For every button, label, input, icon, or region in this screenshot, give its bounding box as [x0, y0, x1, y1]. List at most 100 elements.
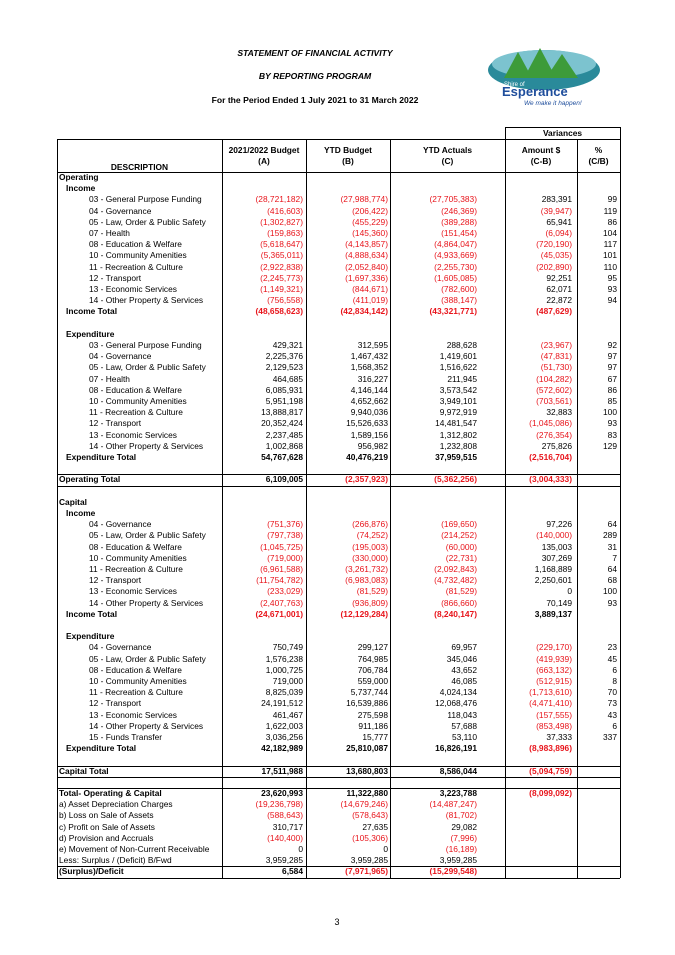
cell-value: 750,749 [272, 642, 303, 653]
cell-value: 4,024,134 [439, 687, 477, 698]
table-row: Operating [57, 172, 620, 183]
table-row: Total- Operating & Capital 23,620,993 11,3… [57, 788, 620, 799]
table-row: 08 - Education & Welfare (5,618,647) (4,14… [57, 239, 620, 250]
rule [57, 788, 620, 789]
cell-value: (2,407,763) [260, 597, 303, 608]
cell-value: (388,147) [441, 295, 477, 306]
row-label: 12 - Transport [89, 418, 142, 429]
row-label: 14 - Other Property & Services [89, 440, 204, 451]
rule [306, 139, 307, 878]
cell-value: 706,784 [357, 664, 388, 675]
cell-value: 85 [607, 396, 617, 406]
row-label: 12 - Transport [89, 575, 142, 586]
cell-value: (195,003) [352, 541, 388, 552]
cell-value: 23 [607, 642, 617, 653]
cell-value: (81,529) [356, 586, 388, 597]
cell-value: 53,110 [452, 732, 477, 742]
row-label: 04 - Governance [89, 205, 152, 216]
row-label: Income [66, 183, 96, 194]
cell-value: 288,628 [446, 340, 477, 350]
cell-value: 43 [607, 709, 617, 720]
row-label: 07 - Health [89, 228, 130, 238]
cell-value: 4,146,144 [350, 384, 388, 395]
cell-value: (4,471,410) [529, 698, 572, 709]
cell-value: (47,831) [540, 351, 572, 362]
cell-value: (4,933,669) [434, 250, 477, 261]
row-label: e) Movement of Non-Current Receivable [59, 844, 210, 854]
row-label: 07 - Health [89, 373, 130, 384]
table-row: Less: Surplus / (Deficit) B/Fwd 3,959,285… [57, 855, 620, 866]
table-row: 14 - Other Property & Services (756,558) (… [57, 295, 620, 306]
cell-value: 117 [603, 239, 617, 250]
cell-value: 29,082 [451, 821, 477, 832]
cell-value: 2,225,376 [265, 351, 303, 362]
cell-value: (214,252) [441, 530, 477, 541]
cell-value: 17,511,988 [261, 765, 303, 776]
cell-value: 1,516,622 [439, 362, 477, 373]
cell-value: (7,971,965) [345, 866, 388, 877]
cell-value: (512,915) [536, 676, 572, 686]
table-row: Expenditure Total 42,182,989 25,810,087 16,… [57, 743, 620, 754]
cell-value: 289 [603, 530, 617, 541]
table-row: 07 - Health 464,685 316,227 211,945 (104,282… [57, 374, 620, 385]
logo-caption: Shire of [504, 82, 525, 88]
cell-value: (330,000) [352, 552, 388, 563]
cell-value: 6,584 [282, 866, 303, 877]
rule [57, 765, 620, 767]
rule [577, 139, 578, 878]
table-row: Income Total (24,671,001) (12,129,284) (8,2… [57, 609, 620, 620]
row-label: 11 - Recreation & Culture [89, 407, 183, 418]
row-label: Capital Total [59, 765, 109, 776]
cell-value: (572,602) [536, 384, 572, 395]
cell-value: (51,730) [540, 362, 572, 373]
cell-value: (11,754,782) [256, 575, 303, 586]
cell-value: 37,333 [546, 732, 572, 742]
table-row: Expenditure Total 54,767,628 40,476,219 37,… [57, 452, 620, 463]
cell-value: (27,988,774) [340, 194, 389, 205]
table-row: 11 - Recreation & Culture (2,922,838) (2,0… [57, 262, 620, 273]
cell-value: (2,255,730) [434, 261, 477, 272]
cell-value: (151,454) [441, 228, 477, 238]
table-row: 04 - Governance (416,603) (206,422) (246,36… [57, 206, 620, 217]
cell-value: (1,149,321) [260, 284, 303, 294]
cell-value: 345,046 [446, 653, 477, 664]
cell-value: (487,629) [536, 306, 572, 317]
column-header: DESCRIPTION [110, 162, 169, 172]
cell-value: 37,959,515 [435, 452, 477, 462]
rule [505, 139, 506, 878]
cell-value: (4,888,634) [345, 250, 388, 261]
rule [57, 776, 620, 778]
table-row: 13 - Economic Services 461,467 275,598 118,… [57, 710, 620, 721]
rule [222, 139, 223, 878]
cell-value: 23,620,993 [261, 788, 303, 798]
cell-value: (246,369) [441, 205, 477, 216]
cell-value: 299,127 [357, 642, 388, 653]
column-header: 2021/2022 Budget [228, 145, 300, 155]
cell-value: (1,045,086) [529, 418, 572, 429]
group-header: Variances [542, 128, 583, 138]
table-row: Capital Total 17,511,988 13,680,803 8,586,0… [57, 766, 620, 777]
cell-value: (157,555) [536, 709, 572, 720]
cell-value: 62,071 [546, 284, 572, 294]
row-label: 13 - Economic Services [89, 709, 177, 720]
table-row [57, 777, 620, 788]
cell-value: 86 [607, 384, 617, 395]
rule [57, 139, 620, 140]
cell-value: 1,467,432 [350, 351, 388, 362]
cell-value: 3,223,788 [439, 788, 477, 798]
cell-value: 64 [607, 519, 617, 530]
table-row: Expenditure [57, 329, 620, 340]
cell-value: 32,883 [546, 407, 572, 418]
cell-value: (756,558) [267, 295, 303, 306]
cell-value: (7,996) [450, 832, 477, 843]
cell-value: (663,132) [536, 664, 572, 675]
cell-value: 100 [603, 407, 617, 418]
cell-value: (2,357,923) [345, 474, 388, 485]
cell-value: (48,658,623) [255, 306, 304, 317]
row-label: 11 - Recreation & Culture [89, 261, 183, 272]
row-label: 04 - Governance [89, 642, 152, 653]
row-label: 15 - Funds Transfer [89, 732, 163, 742]
table-row: 14 - Other Property & Services 1,622,003 9… [57, 721, 620, 732]
cell-value: 97,226 [546, 519, 572, 530]
